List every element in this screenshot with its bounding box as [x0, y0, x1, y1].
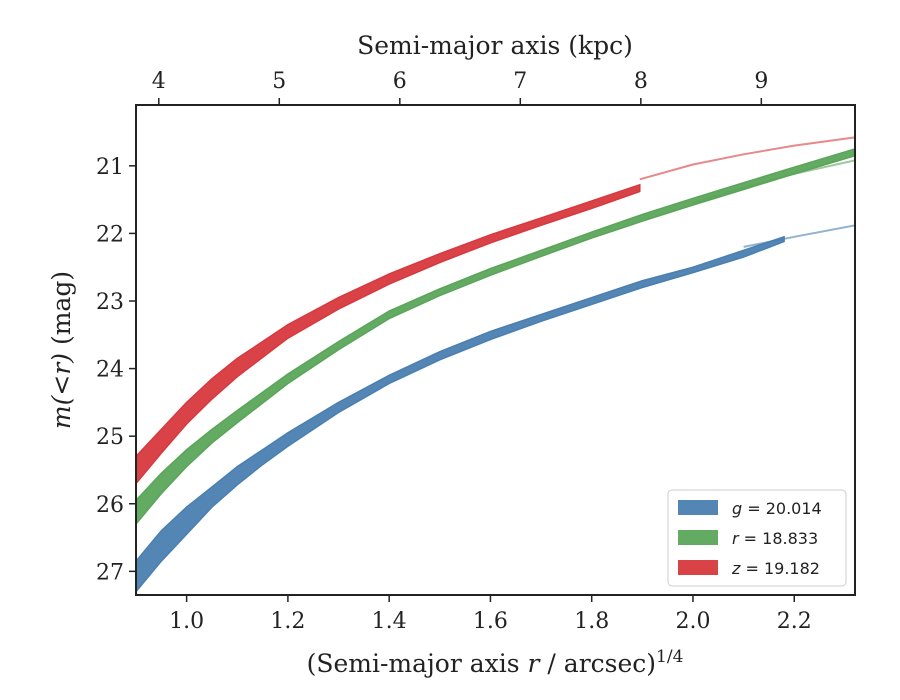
x-tick-label: 1.6 [473, 609, 508, 634]
y-tick-label: 24 [96, 358, 124, 383]
x-tick-label: 1.0 [169, 609, 204, 634]
y-tick-label: 25 [96, 425, 124, 450]
x-tick-label: 1.4 [372, 609, 407, 634]
series-band-z [136, 183, 641, 485]
legend-label-z: z = 19.182 [731, 559, 820, 578]
series-band-g [136, 235, 785, 593]
x2-tick-label: 6 [393, 69, 407, 94]
x2-tick-label: 4 [152, 69, 166, 94]
legend-swatch-r [678, 530, 718, 545]
y-tick-label: 21 [96, 155, 124, 180]
x2-axis-title: Semi-major axis (kpc) [357, 31, 633, 60]
legend-swatch-z [678, 560, 718, 575]
plot-frame [135, 104, 856, 596]
series-layer [136, 136, 855, 593]
legend-label-r: r = 18.833 [732, 529, 818, 548]
legend: g = 20.014 r = 18.833 z = 19.182 [667, 489, 847, 587]
x2-tick-label: 5 [272, 69, 286, 94]
y-tick-label: 23 [96, 290, 124, 315]
y-tick-label: 26 [96, 493, 124, 518]
x-tick-label: 1.8 [574, 609, 609, 634]
x-tick-label: 2.0 [675, 609, 710, 634]
ticks-layer: 1.0 1.2 1.4 1.6 1.8 2.0 2.2 21 22 23 24 25 26 27 4 5 6 7 8… [96, 69, 812, 634]
series-band-r [136, 148, 855, 526]
x2-tick-label: 7 [513, 69, 527, 94]
series-extrapolation-r [692, 159, 855, 204]
x-tick-label: 2.2 [777, 609, 812, 634]
x-axis-title: (Semi-major axis r / arcsec)1/4 [307, 647, 684, 678]
legend-swatch-g [678, 500, 718, 515]
series-extrapolation-z [639, 136, 855, 181]
y-axis-title: m(<r) (mag) [47, 271, 76, 429]
x2-tick-label: 8 [634, 69, 648, 94]
y-tick-label: 27 [96, 560, 124, 585]
series-extrapolation-g [743, 224, 855, 248]
legend-items: g = 20.014 r = 18.833 z = 19.182 [678, 499, 822, 578]
x2-tick-label: 9 [754, 69, 768, 94]
x-tick-label: 1.2 [270, 609, 305, 634]
legend-label-g: g = 20.014 [732, 499, 822, 518]
y-tick-label: 22 [96, 222, 124, 247]
